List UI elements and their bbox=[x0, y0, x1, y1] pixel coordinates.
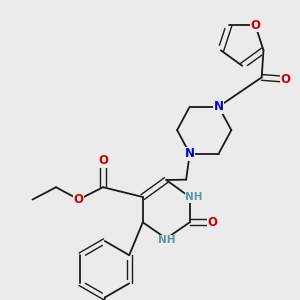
Text: O: O bbox=[98, 154, 108, 167]
Text: O: O bbox=[207, 216, 217, 229]
Text: O: O bbox=[280, 73, 290, 86]
Text: N: N bbox=[214, 100, 224, 113]
Text: O: O bbox=[250, 19, 260, 32]
Text: NH: NH bbox=[185, 192, 203, 202]
Text: N: N bbox=[185, 147, 195, 160]
Text: O: O bbox=[74, 193, 84, 206]
Text: NH: NH bbox=[158, 236, 175, 245]
